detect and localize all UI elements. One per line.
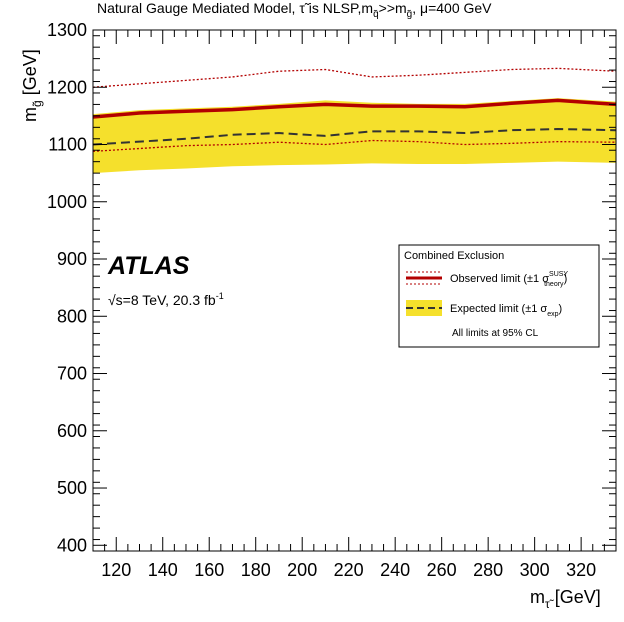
observed-up-line [92,67,617,88]
x-tick-label: 200 [287,560,317,580]
x-tick-label: 120 [101,560,131,580]
legend-header: Combined Exclusion [404,250,504,262]
y-tick-label: 1000 [47,192,87,212]
legend-box [398,244,600,348]
y-tick-label: 400 [57,535,87,555]
y-tick-label: 500 [57,478,87,498]
expected-limit-line [92,128,617,146]
plot-frame [92,29,617,552]
plot-area [92,67,617,174]
x-tick-label: 180 [241,560,271,580]
y-tick-label: 700 [57,364,87,384]
legend: Combined Exclusion Observed limit (±1 σS… [398,244,600,348]
y-tick-label: 600 [57,421,87,441]
x-tick-label: 140 [148,560,178,580]
legend-footer: All limits at 95% CL [452,328,539,339]
x-tick-label: 220 [334,560,364,580]
y-tick-label: 1100 [48,135,87,155]
y-axis-label: mg̃ [GeV] [20,49,44,122]
observed-down-line [92,139,617,153]
observed-limit-line [92,98,617,119]
y-tick-label: 1300 [47,20,87,40]
x-axis-label: mτ̃ [GeV] [530,587,601,611]
legend-observed-label: Observed limit (±1 σSUSY theory) [450,271,568,288]
y-tick-label: 900 [57,249,87,269]
x-tick-label: 300 [520,560,550,580]
energy-luminosity-label: √s=8 TeV, 20.3 fb-1 [108,291,224,308]
chart-title: Natural Gauge Mediated Model, τ̃ is NLSP… [97,0,492,20]
atlas-label: ATLAS [107,252,190,280]
expected-band [93,98,616,174]
x-tick-label: 320 [566,560,596,580]
x-tick-label: 240 [380,560,410,580]
legend-expected-label: Expected limit (±1 σexp) [450,303,562,318]
y-tick-label: 1200 [47,77,87,97]
axis-ticks: 400 500 600 700 800 900 1000 1100 1200 1300 120 140… [47,20,617,580]
x-tick-label: 260 [427,560,457,580]
x-tick-label: 280 [473,560,503,580]
y-tick-label: 800 [57,306,87,326]
x-tick-label: 160 [194,560,224,580]
